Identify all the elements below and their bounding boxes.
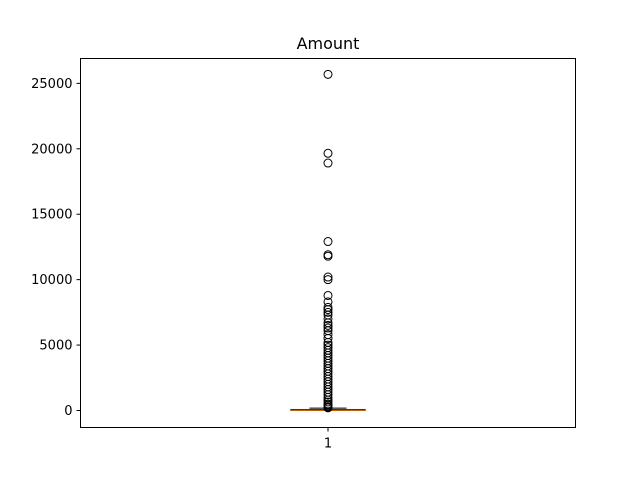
x-tick-label: 1	[324, 437, 332, 452]
outlier-point	[323, 237, 333, 247]
y-tick-label: 10000	[31, 273, 72, 288]
outlier-point	[323, 148, 333, 158]
outlier-point	[323, 251, 333, 261]
outlier-point	[323, 390, 333, 400]
outlier-point	[323, 334, 333, 344]
outlier-point	[323, 69, 333, 79]
outlier-point	[323, 158, 333, 168]
outlier-point	[323, 320, 333, 330]
outlier-point	[323, 275, 333, 285]
chart-title: Amount	[297, 34, 360, 53]
outlier-point	[323, 323, 333, 333]
axes-frame	[80, 58, 576, 428]
outlier-point	[323, 305, 333, 315]
outlier-point	[323, 307, 333, 317]
y-tick-label: 5000	[39, 339, 72, 354]
y-tick-label: 15000	[31, 208, 72, 223]
outlier-point	[323, 290, 333, 300]
outlier-point	[323, 314, 333, 324]
y-tick-label: 20000	[31, 142, 72, 157]
y-tick-label: 0	[64, 404, 72, 419]
outlier-point	[323, 403, 333, 413]
plot-area: 0 5000 10000 15000 20000 25000 1	[31, 69, 366, 452]
outlier-point	[323, 272, 333, 282]
y-tick-label: 25000	[31, 77, 72, 92]
